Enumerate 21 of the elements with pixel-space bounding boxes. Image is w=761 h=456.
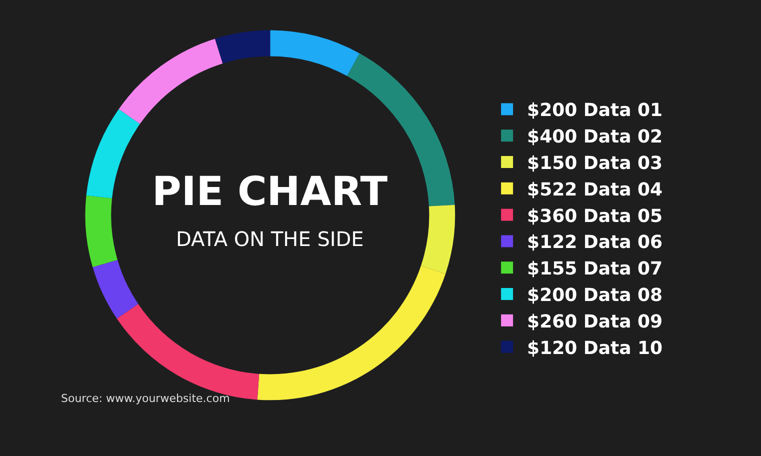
text: PIE CHART: [152, 169, 388, 215]
donut-slice: [214, 30, 270, 64]
legend-label: $155 Data 07: [527, 258, 663, 280]
donut-slice: [420, 204, 455, 274]
legend-label: $200 Data 01: [527, 100, 663, 122]
donut-slice: [92, 260, 138, 319]
legend-label: $200 Data 08: [527, 285, 663, 306]
legend-label: $122 Data 06: [527, 232, 663, 254]
legend-label: $260 Data 09: [527, 311, 663, 332]
legend-label: $150 Data 03: [527, 153, 663, 174]
donut-slice: [257, 266, 446, 400]
donut-slice: [86, 109, 140, 198]
legend-label: $400 Data 02: [527, 126, 663, 148]
donut-slice: [85, 196, 118, 268]
text: DATA ON THE SIDE: [176, 227, 364, 251]
donut-slice: [270, 30, 360, 76]
donut-slice: [118, 38, 223, 124]
legend-label: $360 Data 05: [527, 206, 663, 227]
legend-label: $522 Data 04: [527, 179, 663, 200]
legend-label: $120 Data 10: [527, 338, 663, 359]
source-note: Source: www.yourwebsite.com: [61, 392, 230, 405]
